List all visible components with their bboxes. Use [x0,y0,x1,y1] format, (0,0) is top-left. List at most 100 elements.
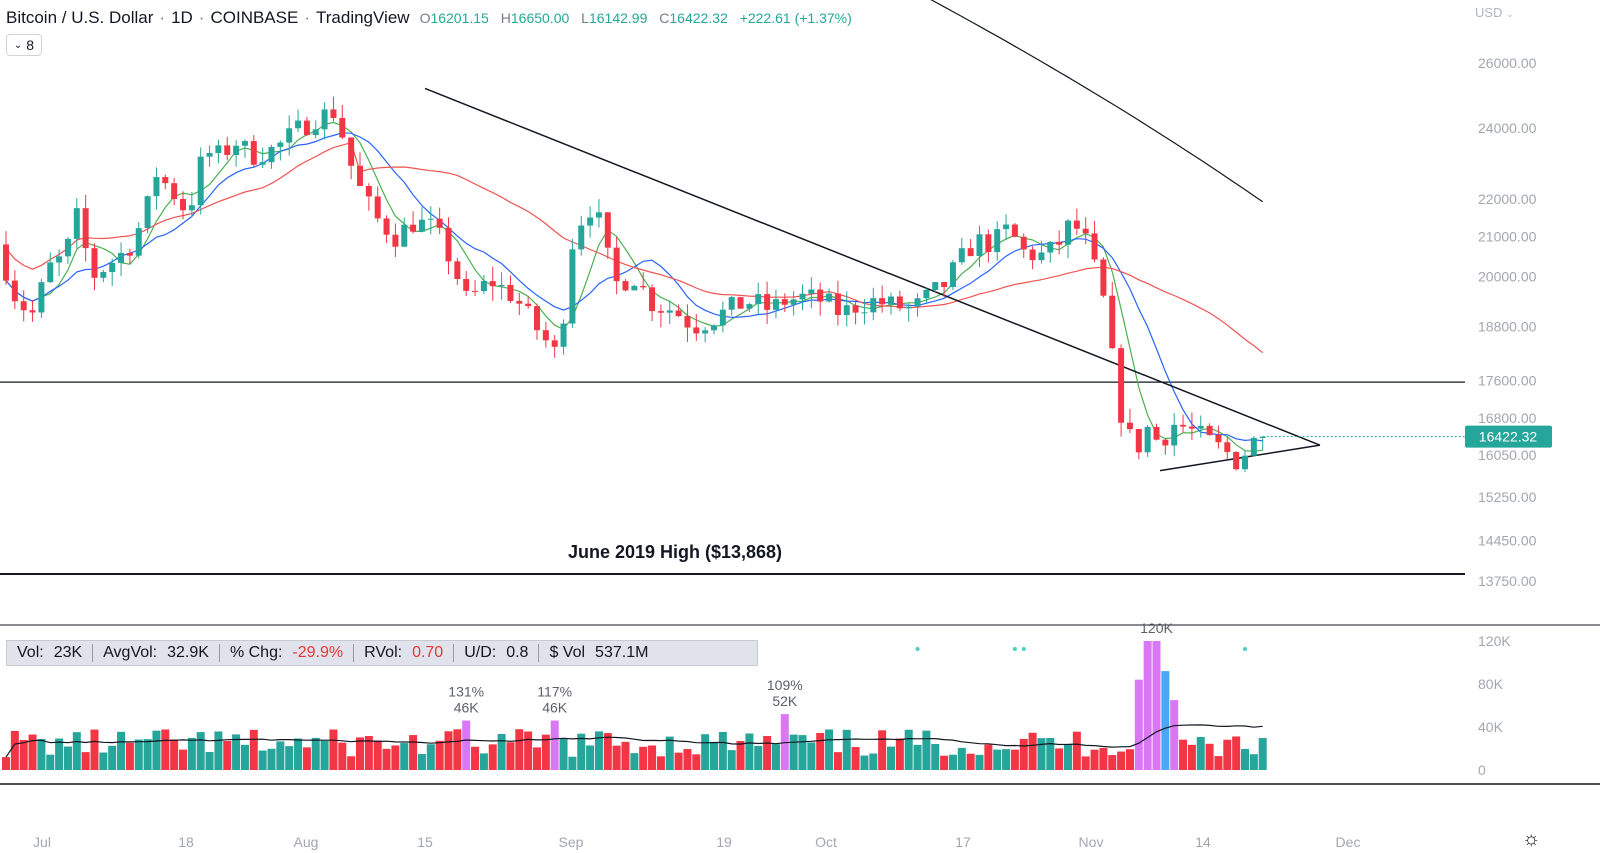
signal-dot [1243,647,1247,651]
volume-bar [710,741,718,770]
candle-body [560,323,567,347]
candle-body [1180,424,1187,427]
candle-body [896,296,903,309]
candle-body [489,281,496,287]
volume-pct-annotation: 109% [767,677,803,693]
volume-bar [223,740,232,770]
candle-body [649,287,656,312]
candle-body [383,218,390,235]
volume-bar [1152,641,1161,770]
volume-stats-bar: Vol: 23K AvgVol: 32.9K % Chg: -29.9% RVol: 0… [6,640,758,666]
candle-body [534,306,540,331]
interval-label[interactable]: 1D [171,8,193,27]
candle-body [348,137,355,166]
candle-body [1091,233,1098,260]
volume-bar [878,730,887,770]
volume-annotation: 46K [454,700,480,716]
volume-bar [656,756,665,770]
candle-body [1215,434,1222,443]
volume-bar [311,737,320,770]
candle-body [1242,455,1248,470]
volume-average-line [5,724,1263,758]
candle-body [1144,426,1151,453]
chevron-down-icon: ⌄ [1506,9,1514,19]
volume-bar [966,753,975,770]
volume-bar [771,744,780,770]
candle-body [551,340,558,347]
price-axis-tick-label: 18800.00 [1478,319,1537,335]
candle-body [401,224,408,247]
candle-body [188,205,195,211]
volume-bar [975,754,984,770]
stat-avgvol: AvgVol: 32.9K [93,644,220,662]
candle-body [463,279,470,291]
time-axis-tick-label: 18 [178,834,194,850]
volume-bar [594,731,603,770]
volume-bar [807,742,816,770]
volume-bar [524,731,533,770]
volume-bar [1241,748,1249,770]
volume-bar [568,756,577,770]
candle-body [233,145,240,155]
volume-annotation: 46K [542,700,568,716]
volume-bar [453,729,462,770]
candle-body [719,309,726,326]
candle-body [109,262,116,273]
candle-body [180,199,186,211]
candle-body [914,298,921,307]
candle-body [259,162,266,165]
stat-dollar-vol: $ Vol 537.1M [549,644,649,661]
volume-bar [117,731,126,770]
candle-body [1162,439,1169,446]
volume-axis-tick-label: 80K [1478,676,1504,692]
volume-bar [851,747,860,770]
volume-bar [373,740,382,770]
candle-body [1020,236,1027,250]
volume-bar [435,740,444,770]
volume-bar [1205,743,1214,770]
volume-bar [347,756,356,770]
candle-body [958,248,965,263]
volume-bar [533,747,541,770]
volume-bar [701,734,710,770]
volume-bar [1117,751,1126,770]
volume-bar [895,738,904,770]
indicators-toggle-button[interactable]: ⌄ 8 [6,34,42,56]
symbol-name[interactable]: Bitcoin / U.S. Dollar [6,8,154,27]
candle-body [675,310,682,317]
time-axis-tick-label: Sep [559,834,584,850]
volume-bar [833,752,842,770]
indicators-count: 8 [26,37,35,53]
volume-bar [648,745,657,770]
candle-body [1082,228,1089,234]
volume-bar [1187,744,1196,770]
ohlc-values: O16201.15 H16650.00 L16142.99 C16422.32 … [420,10,860,26]
candle-body [374,196,381,219]
price-axis-tick-label: 24000.00 [1478,120,1537,136]
gear-icon[interactable]: ☼ [1522,828,1541,850]
volume-bar [417,754,426,770]
volume-bar [108,745,117,770]
volume-bar [258,750,267,770]
volume-bar [603,733,612,770]
volume-bar [1108,755,1117,770]
volume-bar [205,751,214,770]
volume-bar [1099,747,1108,770]
currency-selector[interactable]: USD ⌄ [1475,5,1514,20]
candle-body [100,272,107,278]
time-axis-tick-label: Dec [1336,834,1361,850]
change-value: +222.61 (+1.37%) [739,10,852,26]
volume-bar [90,729,99,770]
volume-bar [179,749,187,770]
signal-dot [1012,647,1017,651]
volume-bar [559,738,568,770]
volume-bar [1037,738,1046,770]
volume-bar [1072,731,1081,770]
volume-bar [904,729,913,770]
last-price-tag [1465,425,1552,448]
candle-body [772,299,779,310]
volume-bar [1223,739,1232,770]
volume-bar [913,744,922,770]
volume-bar [789,734,798,770]
